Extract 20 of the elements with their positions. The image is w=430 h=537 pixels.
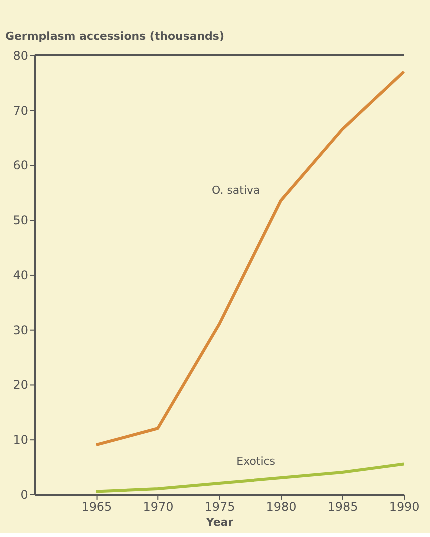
x-tick-label: 1980	[266, 500, 297, 514]
y-tick-label: 40	[13, 268, 28, 282]
y-axis-title: Germplasm accessions (thousands)	[5, 30, 224, 44]
x-axis-title: Year	[205, 516, 234, 529]
x-tick-label: 1965	[82, 500, 112, 514]
y-tick-label: 50	[13, 214, 28, 228]
y-tick-label: 20	[13, 378, 28, 392]
y-tick-label: 30	[13, 323, 28, 338]
y-tick-label: 80	[13, 48, 28, 63]
line-series	[94, 70, 406, 447]
series-label: Exotics	[236, 455, 276, 468]
x-tick-label: 1975	[204, 500, 236, 514]
y-tick-label: 10	[13, 433, 28, 448]
y-tick-label: 0	[20, 488, 28, 502]
series-label: O. sativa	[212, 184, 260, 197]
x-tick-label: 1970	[143, 500, 174, 514]
y-tick-label: 60	[13, 158, 28, 173]
x-tick-label: 1990	[389, 500, 420, 514]
x-tick-label: 1985	[328, 500, 358, 514]
y-tick-label: 70	[13, 104, 28, 118]
